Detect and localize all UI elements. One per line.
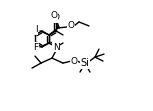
Text: O: O bbox=[67, 21, 75, 30]
Text: I: I bbox=[35, 25, 37, 34]
Text: N: N bbox=[53, 43, 59, 52]
Text: F: F bbox=[34, 43, 39, 52]
Text: O: O bbox=[71, 57, 78, 66]
Text: O: O bbox=[52, 13, 60, 22]
Text: O: O bbox=[50, 11, 58, 20]
Text: Si: Si bbox=[81, 58, 90, 68]
